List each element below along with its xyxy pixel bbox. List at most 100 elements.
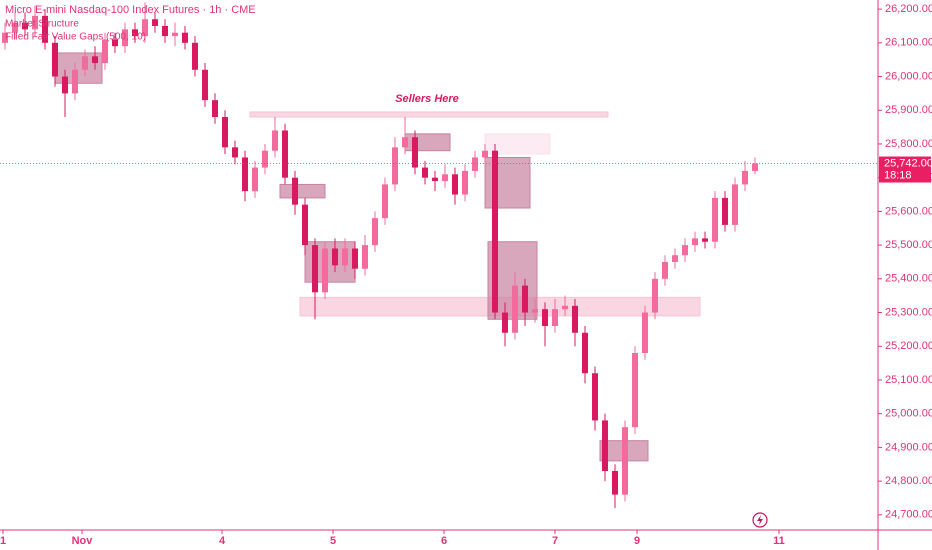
countdown-label: 18:18 [884,169,912,181]
candle-body [422,167,428,178]
candle-body [372,218,378,246]
candle-body [252,167,258,192]
y-tick-label: 25,800.00 [885,138,932,150]
candle-body [462,170,468,195]
candle-body [382,184,388,219]
annotation: Sellers Here [395,93,459,105]
candle-body [652,278,658,313]
candle-body [512,285,518,333]
candle-body [492,150,498,313]
candle-body [82,56,88,70]
y-tick-label: 26,100.00 [885,37,932,49]
candle-body [472,157,478,171]
x-tick-label: 11 [773,535,785,547]
candle-body [32,15,38,30]
fvg-zone [279,183,326,199]
last-price-box [879,156,931,183]
y-tick-label: 25,900.00 [885,104,932,116]
candle-body [362,245,368,269]
last-price-label: 25,742.00 [884,157,932,169]
candle-body [132,29,138,37]
candle-body [592,373,598,421]
candle-body [272,130,278,151]
y-tick-label: 25,200.00 [885,340,932,352]
y-tick-label: 24,700.00 [885,509,932,521]
candle-body [242,157,248,192]
y-tick-label: 26,000.00 [885,70,932,82]
alert-icon-bolt [757,515,763,525]
candle-body [642,312,648,353]
candle-body [342,248,348,266]
candle-body [142,19,148,37]
x-tick-label: 4 [219,535,226,547]
candle-body [532,309,538,313]
candle-body [112,39,118,47]
fvg-zone [249,111,609,118]
candle-body [352,248,358,269]
candle-body [442,174,448,182]
candle-body [742,170,748,185]
y-tick-label: 25,300.00 [885,306,932,318]
y-tick-label: 25,100.00 [885,374,932,386]
candle-body [572,305,578,333]
x-tick-label: 5 [330,535,336,547]
y-tick-label: 25,600.00 [885,205,932,217]
x-tick-label: Nov [72,535,94,547]
candle-body [752,163,758,171]
candle-body [292,177,298,205]
candle-body [42,15,48,43]
candle-body [672,255,678,262]
candle-body [432,177,438,182]
candle-body [162,25,168,37]
candle-body [612,470,618,495]
candle-body [582,332,588,374]
chart-title: Micro E-mini Nasdaq-100 Index Futures · … [5,4,256,16]
candle-body [452,174,458,195]
candle-body [152,19,158,26]
x-tick-label: 6 [441,535,447,547]
candle-body [232,147,238,158]
candle-body [312,245,318,293]
candle-body [712,197,718,242]
candle-body [22,22,28,30]
alert-icon[interactable] [752,512,768,528]
y-tick-label: 24,800.00 [885,475,932,487]
candle-body [212,100,218,117]
candle-body [482,150,488,158]
candle-body [682,245,688,256]
x-tick-label: 7 [552,535,558,547]
candle-body [262,150,268,168]
plot [2,2,758,509]
candle-body [402,137,408,148]
candle-body [622,427,628,495]
candle-body [222,116,228,148]
candle-body [732,184,738,225]
candle-body [92,56,98,64]
x-tick-label: 9 [634,535,640,547]
candle-body [2,32,8,43]
fvg-zone [484,156,531,209]
x-tick-label: 1 [0,535,6,547]
candle-body [302,204,308,246]
candle-body [102,39,108,64]
candle-body [172,32,178,37]
candle-body [182,32,188,43]
candle-body [692,238,698,246]
candle-body [562,305,568,310]
y-tick-label: 25,400.00 [885,273,932,285]
candle-body [12,22,18,33]
candle-body [662,261,668,279]
candle-body [542,309,548,327]
y-tick-label: 25,000.00 [885,408,932,420]
candle-body [412,137,418,168]
candle-body [332,248,338,266]
candle-body [62,76,68,94]
candle-body [282,130,288,178]
candle-body [722,197,728,225]
candle-body [702,238,708,242]
candle-body [122,29,128,47]
indicator-label: Filled Fair Value Gaps (500, 10) [5,32,146,43]
y-tick-label: 25,500.00 [885,239,932,251]
candle-body [72,69,78,94]
